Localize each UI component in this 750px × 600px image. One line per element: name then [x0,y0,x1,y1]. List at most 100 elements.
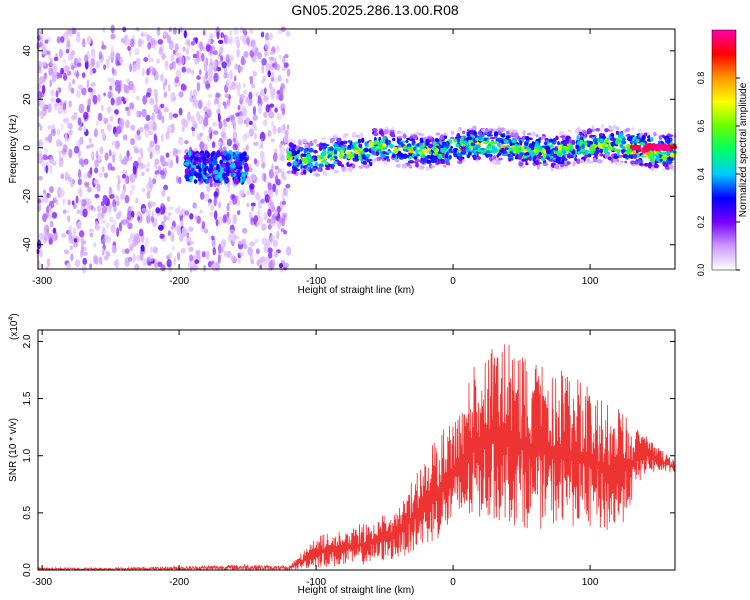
spectrogram-cell [255,92,259,97]
spectrogram-cell [58,149,62,157]
spectrogram-cell [170,92,175,103]
svg-text:(x104): (x104) [8,313,20,340]
spectrogram-cell [70,87,75,94]
spectrogram-cell [205,159,209,164]
spectrogram-cell [225,178,230,183]
spectrogram-cell [178,107,183,116]
spectrogram-cell [213,191,219,198]
spectrogram-cell [96,205,102,213]
spectrogram-cell [340,140,344,146]
spectrogram-cell [55,90,59,98]
spectrogram-cell [128,243,135,250]
spectrogram-cell [596,159,603,164]
spectrogram-cell [519,152,525,156]
spectrogram-cell [43,155,49,160]
spectrogram-cell [45,164,49,174]
spectrogram-cell [71,78,76,85]
spectrogram-cell [208,201,211,207]
spectrogram-cell [567,129,572,133]
spectrogram-cell [201,220,206,230]
spectrogram-cell [251,206,254,212]
spectrogram-cell [66,262,72,269]
spectrogram-cell [45,265,49,271]
spectrogram-cell [189,178,193,183]
spectrogram-cell [233,178,240,185]
spectrogram-cell [235,161,241,168]
spectrogram-cell [208,172,213,178]
spectrogram-cell [277,168,282,173]
spectrogram-cell [235,112,240,117]
spectrogram-cell [286,170,292,174]
spectrogram-cell [386,158,391,162]
spectrogram-cell [500,127,505,132]
spectrogram-cell [256,259,260,267]
spectrogram-cell [609,137,616,141]
spectrogram-cell [460,143,467,147]
spectrogram-cell [141,207,147,213]
spectrogram-cell [294,168,300,172]
spectrogram-cell [101,44,107,50]
spectrogram-cell [285,187,289,198]
spectrogram-cell [236,82,241,92]
spectrogram-cell [522,148,526,153]
spectrogram-cell [223,72,227,79]
spectrogram-cell [325,167,331,171]
spectrogram-cell [118,118,125,128]
spectrogram-cell [456,138,461,143]
spectrogram-cell [91,51,96,60]
spectrogram-cell [432,152,438,156]
spectrogram-cell [220,32,224,38]
spectrogram-cell [398,135,403,139]
spectrogram-cell [437,156,442,160]
spectrogram-cell [184,173,190,180]
spectrogram-cell [146,208,152,217]
spectrogram-cell [177,205,181,213]
spectrogram-cell [341,164,344,168]
spectrogram-cell [279,146,285,154]
y-tick-label: -40 [22,237,33,252]
spectrogram-cell [180,219,184,227]
spectrogram-cell [204,113,209,120]
spectrogram-cell [631,127,635,132]
spectrogram-cell [278,262,283,269]
spectrogram-cell [213,130,219,135]
spectrogram-cell [226,153,232,160]
spectrogram-cell [320,144,326,149]
spectrogram-cell [215,93,221,98]
spectrogram-cell [242,176,246,183]
y-tick-label: -20 [22,189,33,204]
spectrogram-cell [511,139,517,144]
spectrogram-cell [275,188,279,197]
spectrogram-cell [477,156,481,160]
x-tick-label: -300 [32,276,52,287]
spectrogram-cell [63,58,66,64]
spectrogram-cell [625,143,631,150]
spectrogram-cell [230,255,237,263]
spectrogram-cell [129,63,133,73]
spectrogram-cell [143,56,149,62]
spectrogram-cell [303,161,310,165]
spectrogram-cell [47,233,53,241]
spectrogram-cell [306,158,311,161]
spectrogram-cell [568,138,572,144]
spectrogram-cell [175,57,180,64]
spectrogram-cell [276,94,280,101]
spectrogram-cell [117,178,121,185]
spectrogram-cell [270,76,275,82]
spectrogram-cell [276,113,283,121]
spectrogram-cell [174,51,180,57]
spectrogram-cell [60,67,65,75]
spectrogram-cell [148,87,152,92]
spectrogram-cell [579,134,584,138]
spectrogram-cell [68,123,73,130]
spectrogram-cell [40,109,45,120]
spectrogram-cell [226,211,230,218]
spectrogram-cell [277,127,282,134]
spectrogram-cell [163,107,169,113]
spectrogram-cell [153,133,157,142]
spectrogram-cell [260,31,265,38]
spectrogram-cell [46,50,51,55]
spectrogram-cell [222,101,227,107]
spectrogram-cell [245,118,249,127]
spectrogram-cell [650,137,654,142]
